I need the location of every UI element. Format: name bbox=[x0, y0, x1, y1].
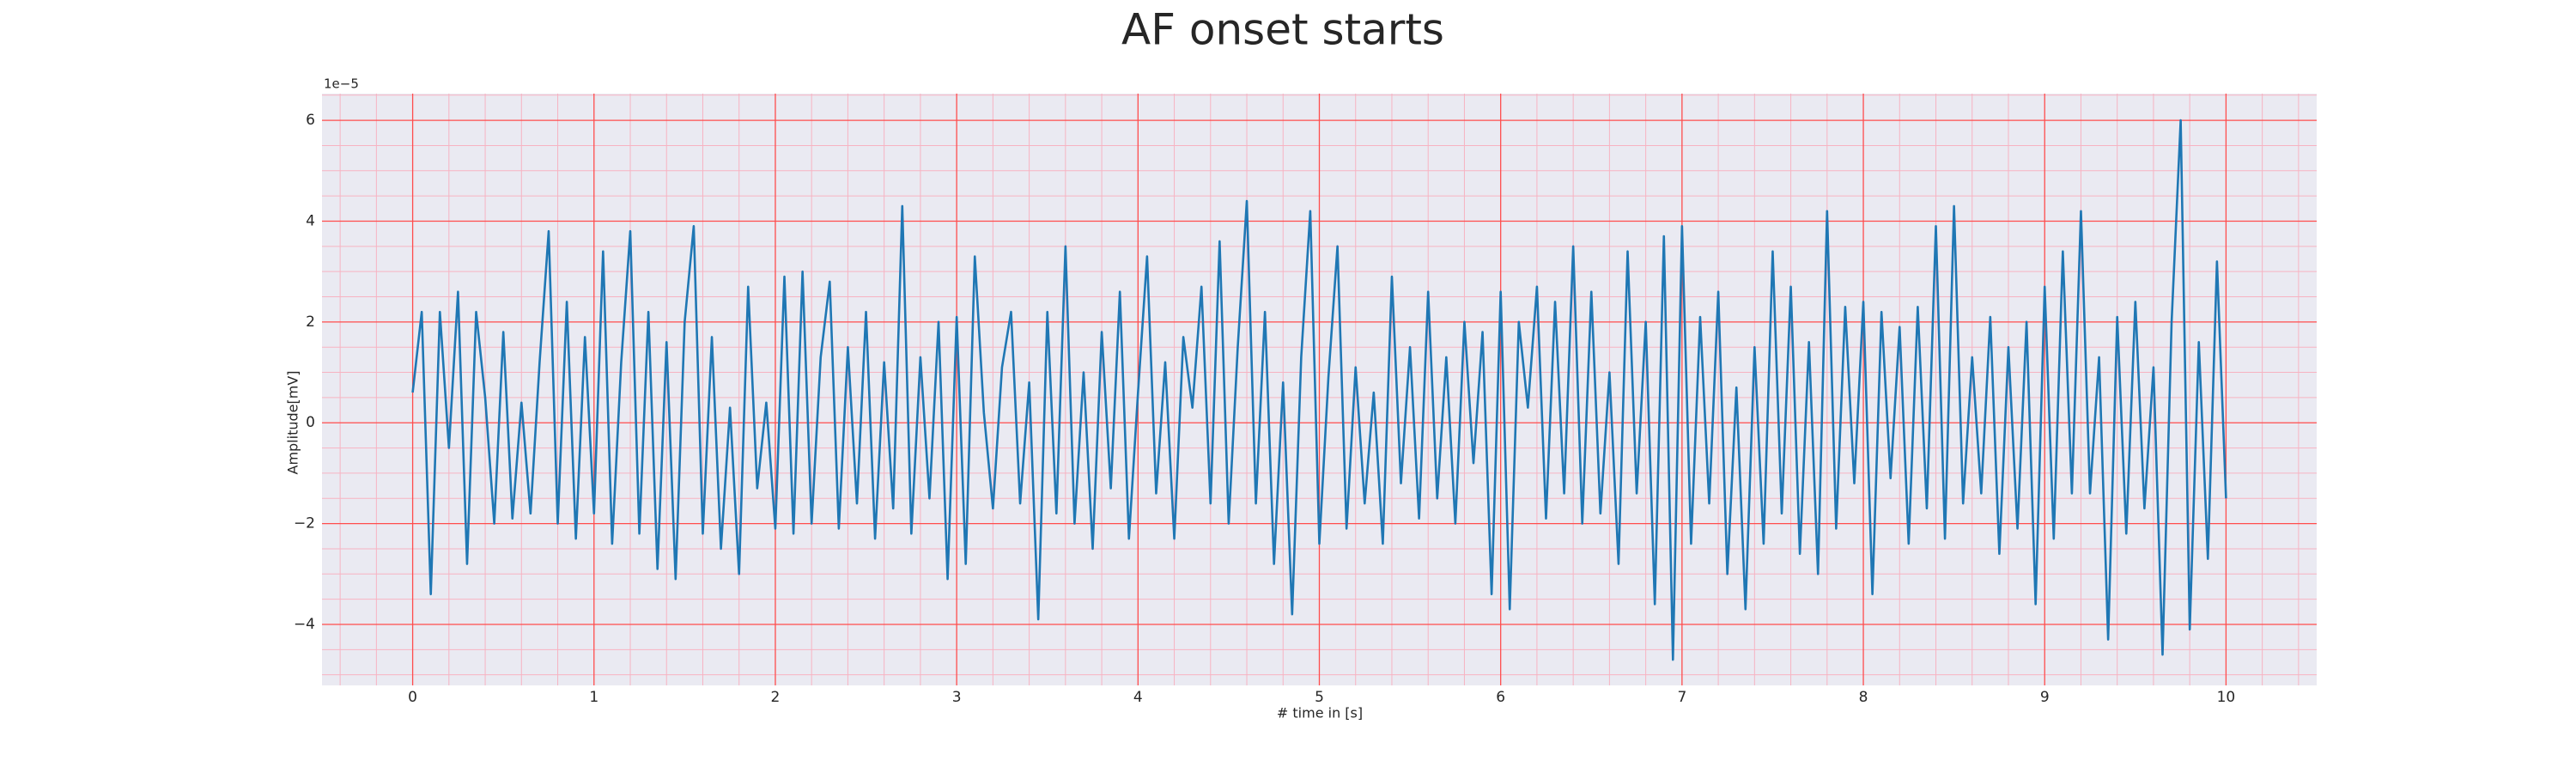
y-tick-label: 2 bbox=[306, 313, 315, 331]
y-tick-label: 6 bbox=[306, 112, 315, 129]
x-tick-label: 2 bbox=[771, 689, 781, 706]
x-tick-label: 4 bbox=[1133, 689, 1143, 706]
y-tick-label: −4 bbox=[294, 616, 315, 633]
x-tick-label: 10 bbox=[2217, 689, 2236, 706]
chart-title: AF onset starts bbox=[1121, 5, 1444, 55]
x-tick-label: 5 bbox=[1315, 689, 1324, 706]
x-tick-label: 1 bbox=[589, 689, 598, 706]
x-tick-label: 8 bbox=[1859, 689, 1868, 706]
y-tick-label: 0 bbox=[306, 414, 315, 431]
y-offset-label: 1e−5 bbox=[324, 76, 359, 92]
x-tick-label: 7 bbox=[1677, 689, 1686, 706]
x-tick-label: 9 bbox=[2040, 689, 2050, 706]
x-tick-label: 6 bbox=[1496, 689, 1505, 706]
x-tick-label: 3 bbox=[952, 689, 962, 706]
y-tick-label: 4 bbox=[306, 212, 315, 229]
y-tick-label: −2 bbox=[294, 515, 315, 533]
x-tick-label: 0 bbox=[408, 689, 417, 706]
x-axis-label: # time in [s] bbox=[1277, 705, 1363, 721]
signal-line bbox=[411, 119, 2227, 661]
y-axis-label: Amplitude[mV] bbox=[285, 370, 301, 474]
